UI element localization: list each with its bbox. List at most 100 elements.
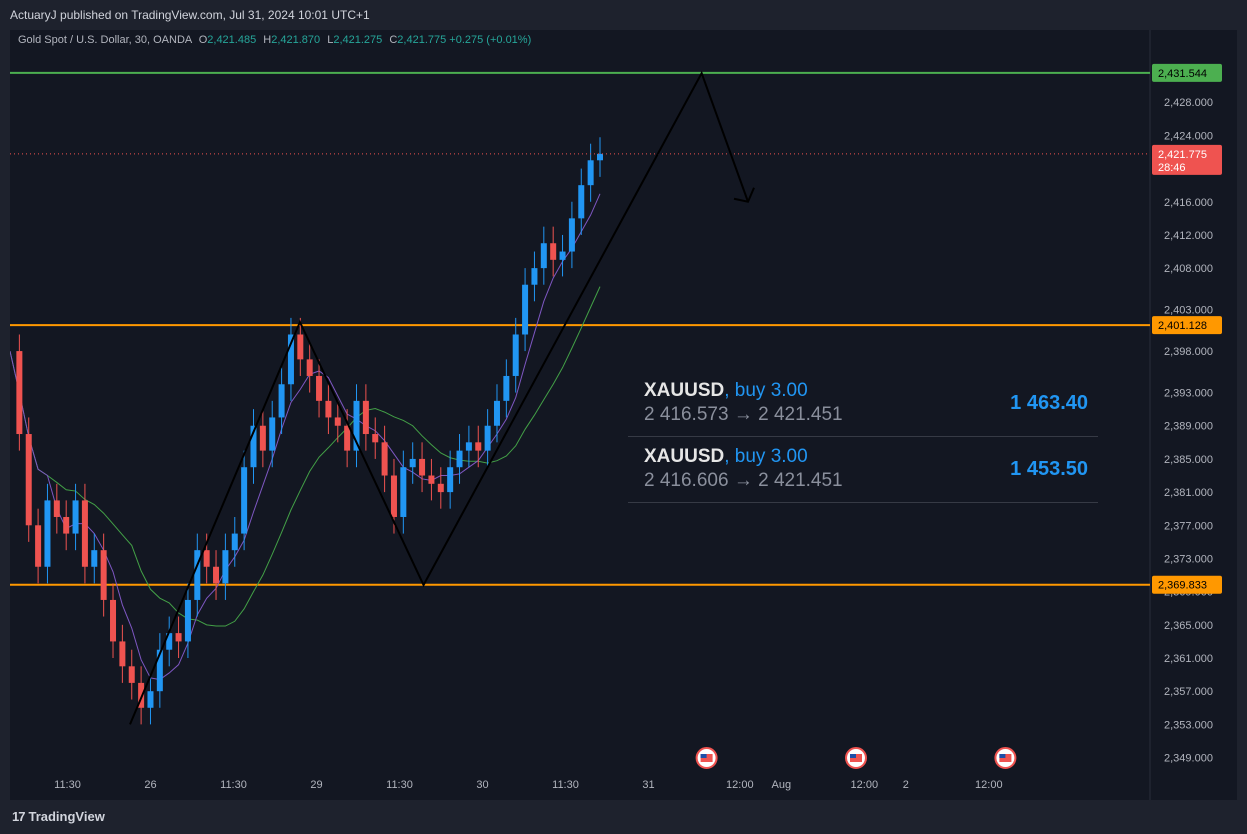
candle-body (184, 599, 191, 642)
level-price-tag (1152, 63, 1222, 82)
candle-body (381, 442, 388, 476)
candle-body (278, 384, 285, 418)
candle-body (156, 649, 163, 692)
candle-body (231, 533, 238, 551)
candle-body (475, 442, 482, 451)
candle-body (419, 458, 426, 476)
candle-body (578, 185, 585, 219)
zigzag-pattern-line (129, 70, 749, 725)
y-tick-label: 2,416.000 (1164, 197, 1213, 209)
y-tick-label: 2,377.000 (1164, 520, 1213, 532)
x-tick-label: 12:00 (975, 779, 1003, 791)
y-tick-label: 2,389.000 (1164, 421, 1213, 433)
candle-body (568, 218, 575, 252)
trade-symbol: XAUUSD (644, 446, 725, 467)
candle-body (166, 633, 173, 650)
candle-body (147, 691, 154, 708)
candle-body (522, 284, 529, 335)
y-tick-label: 2,385.000 (1164, 454, 1213, 466)
candle-body (53, 500, 60, 517)
y-tick-label: 2,424.000 (1164, 130, 1213, 142)
us-flag-icon (700, 754, 707, 758)
candle-body (456, 450, 463, 468)
candle-body (587, 160, 594, 186)
candle-body (325, 400, 332, 418)
chart-frame (10, 30, 1237, 800)
y-tick-label: 2,349.000 (1164, 753, 1213, 765)
candle-body (306, 359, 313, 376)
y-tick-label: 2,381.000 (1164, 487, 1213, 499)
candle-body (597, 153, 603, 161)
y-tick-label: 2,398.000 (1164, 346, 1213, 358)
candle-body (175, 633, 182, 642)
candle-body (334, 417, 341, 426)
candle-body (297, 334, 304, 360)
trade-pair: XAUUSD, buy 3.00 (644, 380, 808, 402)
brand-name: TradingView (28, 809, 105, 824)
candle-body (241, 467, 248, 534)
x-tick-label: 11:30 (54, 779, 81, 791)
candle-body (194, 550, 201, 600)
trade-exit: 2 421.451 (758, 404, 843, 425)
high-label: H (263, 34, 272, 46)
trade-history-panel: XAUUSD, buy 3.00 2 416.573 → 2 421.451 1… (628, 372, 1098, 503)
low-value: 2,421.275 (333, 34, 383, 46)
level-price-label: 2,369.833 (1158, 580, 1207, 592)
y-tick-label: 2,365.000 (1164, 620, 1213, 632)
y-tick-label: 2,361.000 (1164, 653, 1213, 665)
candle-body (437, 483, 444, 493)
candle-body (503, 375, 510, 401)
trade-prices: 2 416.606 → 2 421.451 (644, 470, 843, 492)
candle-body (428, 475, 435, 484)
candle-body (110, 599, 117, 642)
level-price-tag (1152, 575, 1222, 594)
close-label: C (389, 34, 398, 46)
candle-body (344, 425, 351, 451)
publish-header: ActuaryJ published on TradingView.com, J… (0, 0, 1247, 30)
ma-fast-series (10, 193, 601, 681)
x-tick-label: 2 (903, 779, 909, 791)
trade-row[interactable]: XAUUSD, buy 3.00 2 416.606 → 2 421.451 1… (628, 438, 1098, 503)
candle-body (484, 425, 491, 451)
candle-body (390, 475, 397, 517)
candle-body (25, 434, 32, 526)
candle-body (35, 525, 42, 567)
trade-symbol: XAUUSD (644, 380, 725, 401)
candle-body (465, 442, 472, 451)
candle-body (100, 550, 107, 600)
trade-pnl: 1 463.40 (1010, 392, 1088, 414)
last-price-tag (1152, 144, 1222, 175)
y-tick-label: 2,428.000 (1164, 97, 1213, 109)
candle-body (362, 400, 369, 435)
countdown-label: 28:46 (1158, 162, 1186, 174)
trade-pnl: 1 453.50 (1010, 458, 1088, 480)
candle-body (316, 375, 323, 401)
projection-arrowhead (733, 187, 755, 203)
x-tick-label: 11:30 (220, 779, 247, 791)
tradingview-logo[interactable]: 17 TradingView (12, 809, 105, 824)
price-chart[interactable]: 2,428.0002,424.0002,420.0002,416.0002,41… (10, 30, 1237, 800)
candle-body (63, 516, 70, 534)
trade-exit: 2 421.451 (758, 470, 843, 491)
candle-body (16, 351, 23, 435)
trade-row[interactable]: XAUUSD, buy 3.00 2 416.573 → 2 421.451 1… (628, 372, 1098, 437)
candle-body (287, 334, 294, 385)
x-tick-label: 12:00 (851, 779, 879, 791)
candle-body (203, 550, 210, 567)
x-tick-label: 12:00 (726, 779, 754, 791)
candle-body (250, 425, 257, 468)
y-tick-label: 2,373.000 (1164, 553, 1213, 565)
x-tick-label: 26 (144, 779, 156, 791)
level-price-label: 2,431.544 (1158, 68, 1207, 80)
candle-body (559, 251, 566, 260)
candle-body (91, 550, 98, 567)
last-price-label: 2,421.775 (1158, 149, 1207, 161)
candle-body (222, 550, 229, 584)
arrow-icon: → (733, 404, 753, 425)
symbol-name: Gold Spot / U.S. Dollar, 30, OANDA (18, 34, 192, 46)
publish-info: ActuaryJ published on TradingView.com, J… (10, 8, 370, 22)
candle-body (72, 500, 79, 534)
y-tick-label: 2,357.000 (1164, 686, 1213, 698)
tradingview-mark-icon: 17 (12, 809, 26, 824)
close-value: 2,421.775 (397, 34, 447, 46)
